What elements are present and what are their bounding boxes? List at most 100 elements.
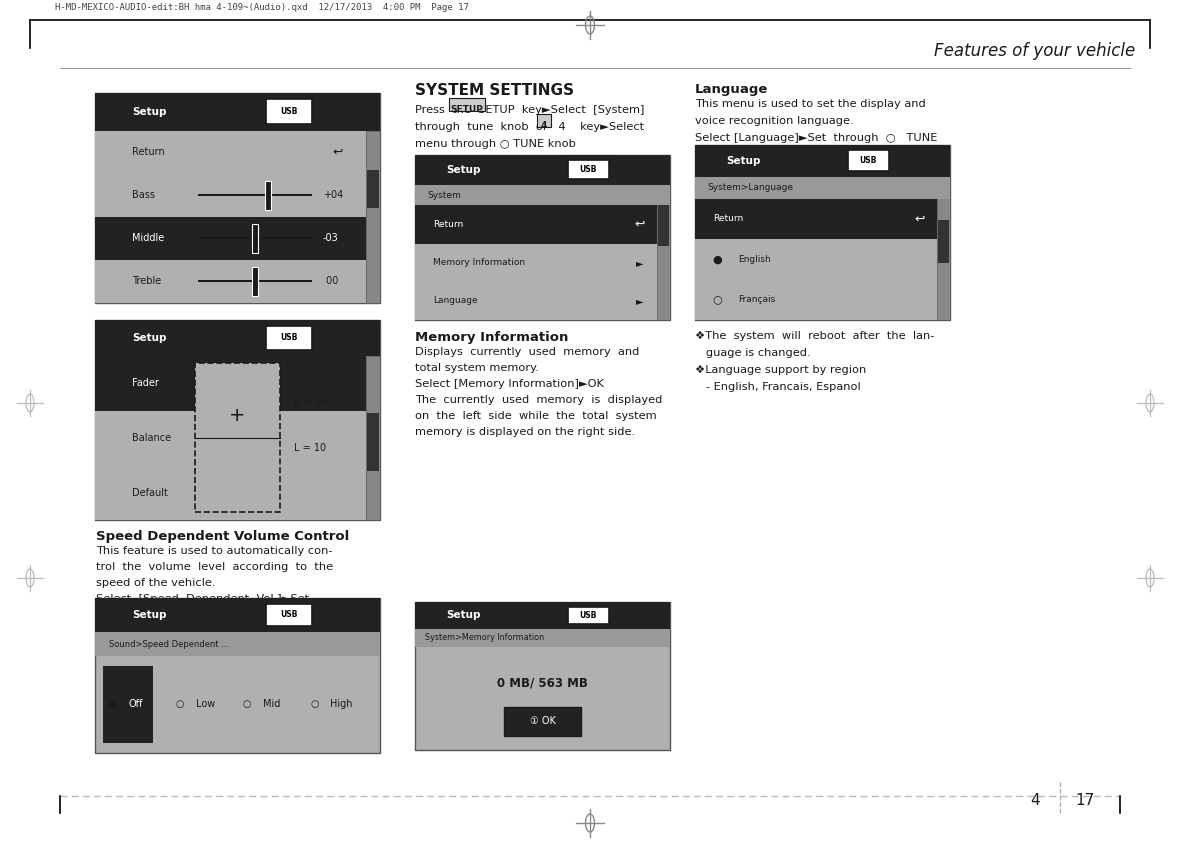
Bar	[96, 632, 380, 656]
Text: total system memory.: total system memory.	[415, 363, 539, 373]
Bar	[251, 267, 257, 296]
Bar	[415, 244, 657, 282]
Text: Fader: Fader	[132, 378, 159, 388]
Text: Default: Default	[132, 488, 168, 497]
Text: Select [Memory Information]►OK: Select [Memory Information]►OK	[415, 379, 604, 389]
Text: USB: USB	[280, 610, 297, 620]
Text: on  the  left  side  while  the  total  system: on the left side while the total system	[415, 411, 656, 421]
Bar	[695, 145, 950, 320]
Text: Displays  currently  used  memory  and: Displays currently used memory and	[415, 347, 640, 357]
Bar	[415, 602, 670, 750]
Text: through  tune  knob  or   4    key►Select: through tune knob or 4 key►Select	[415, 122, 644, 132]
Text: ○ TUNE knob: ○ TUNE knob	[96, 626, 172, 636]
Text: High: High	[330, 700, 353, 709]
Text: ○: ○	[243, 700, 251, 709]
Bar	[657, 185, 670, 320]
Bar	[415, 155, 670, 185]
Bar	[96, 598, 380, 753]
Bar	[568, 607, 609, 624]
Text: Setup: Setup	[726, 155, 761, 166]
Text: SYSTEM SETTINGS: SYSTEM SETTINGS	[415, 83, 573, 98]
Text: USB: USB	[579, 611, 597, 620]
Text: Return: Return	[132, 148, 165, 157]
Bar	[266, 326, 312, 350]
Text: Middle: Middle	[132, 233, 164, 243]
Bar	[695, 239, 937, 279]
Text: Select  [Speed  Dependent  Vol.]►Set: Select [Speed Dependent Vol.]►Set	[96, 594, 309, 604]
Bar	[695, 176, 950, 199]
Text: ↩: ↩	[914, 213, 925, 226]
Text: trol  the  volume  level  according  to  the: trol the volume level according to the	[96, 562, 333, 572]
Bar	[415, 185, 670, 206]
Text: Features of your vehicle: Features of your vehicle	[933, 42, 1135, 60]
Text: H-MD-MEXICO-AUDIO-edit:BH hma 4-109~(Audio).qxd  12/17/2013  4:00 PM  Page 17: H-MD-MEXICO-AUDIO-edit:BH hma 4-109~(Aud…	[55, 3, 468, 12]
Bar	[568, 160, 609, 180]
Bar	[96, 320, 380, 356]
Text: Return: Return	[713, 214, 743, 223]
Bar	[848, 150, 889, 171]
Text: ① OK: ① OK	[530, 716, 556, 727]
Bar	[537, 114, 551, 127]
Text: Setup: Setup	[446, 610, 480, 621]
Bar	[96, 131, 366, 174]
Text: USB: USB	[579, 165, 597, 174]
Bar	[96, 260, 366, 303]
Text: L = 10: L = 10	[295, 443, 327, 453]
Bar	[266, 604, 312, 626]
Text: System>Memory Information: System>Memory Information	[425, 634, 544, 642]
Text: This feature is used to automatically con-: This feature is used to automatically co…	[96, 546, 333, 556]
Text: - English, Francais, Espanol: - English, Francais, Espanol	[695, 382, 860, 392]
Bar	[366, 356, 380, 520]
Text: ❖The  system  will  reboot  after  the  lan-: ❖The system will reboot after the lan-	[695, 331, 935, 341]
Text: 4: 4	[540, 121, 548, 129]
Text: This menu is used to set the display and: This menu is used to set the display and	[695, 99, 926, 109]
Text: ○: ○	[310, 700, 319, 709]
Text: Memory Information: Memory Information	[415, 331, 569, 344]
Bar	[197, 238, 312, 240]
Text: memory is displayed on the right side.: memory is displayed on the right side.	[415, 427, 635, 437]
Bar	[251, 224, 257, 253]
Bar	[367, 413, 379, 470]
Text: SETUP: SETUP	[451, 104, 484, 114]
Bar	[96, 320, 380, 520]
Text: Setup: Setup	[132, 107, 166, 117]
Bar	[415, 602, 670, 628]
Text: USB: USB	[860, 156, 877, 165]
Text: -03: -03	[323, 233, 339, 243]
Text: ●: ●	[713, 254, 722, 264]
Text: in  4  levels  [Off/Low/Mid/High]  of: in 4 levels [Off/Low/Mid/High] of	[96, 610, 294, 620]
Text: Setup: Setup	[132, 333, 166, 343]
Bar	[450, 98, 485, 111]
Text: ○: ○	[176, 700, 184, 709]
Text: ►: ►	[636, 296, 643, 306]
Text: guage is changed.: guage is changed.	[695, 348, 811, 358]
Text: Mid: Mid	[263, 700, 281, 709]
Text: Setup: Setup	[132, 610, 166, 620]
Text: ●: ●	[109, 700, 117, 709]
Text: System>Language: System>Language	[708, 183, 794, 192]
Bar	[415, 282, 657, 320]
Bar	[415, 628, 670, 648]
Bar	[197, 280, 312, 282]
Text: +: +	[229, 405, 245, 424]
Text: Balance: Balance	[132, 433, 171, 443]
Bar	[367, 170, 379, 208]
Text: English: English	[739, 255, 771, 264]
Text: The  currently  used  memory  is  displayed: The currently used memory is displayed	[415, 395, 662, 405]
Text: Treble: Treble	[132, 277, 162, 286]
Bar	[96, 217, 366, 260]
Bar	[197, 194, 312, 196]
Bar	[96, 411, 366, 465]
Text: Press  the  SETUP  key►Select  [System]: Press the SETUP key►Select [System]	[415, 105, 644, 115]
Bar	[415, 206, 657, 244]
Text: B = 05: B = 05	[295, 397, 328, 407]
Text: speed of the vehicle.: speed of the vehicle.	[96, 578, 216, 588]
Text: ○: ○	[713, 295, 722, 305]
Bar	[695, 199, 937, 239]
Text: Bass: Bass	[132, 190, 155, 201]
Bar	[96, 174, 366, 217]
Bar	[96, 93, 380, 131]
Bar	[695, 279, 937, 320]
Text: Speed Dependent Volume Control: Speed Dependent Volume Control	[96, 530, 349, 543]
Bar	[96, 598, 380, 632]
